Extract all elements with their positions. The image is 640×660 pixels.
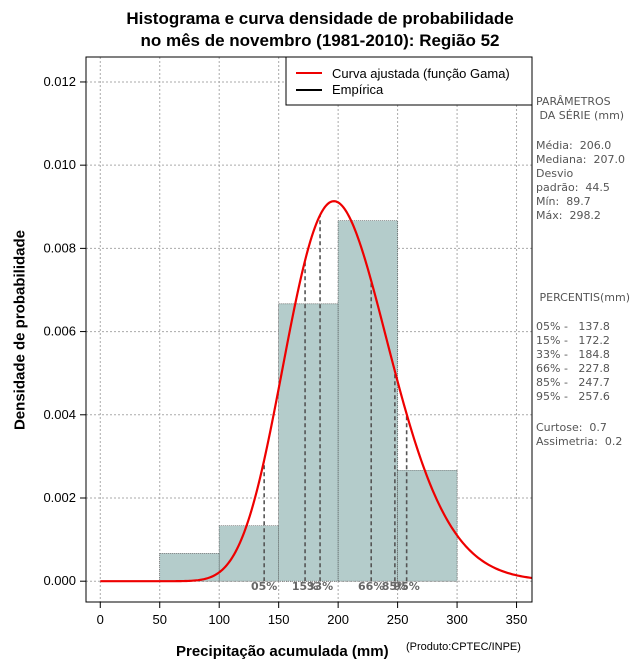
- y-tick-label: 0.012: [43, 74, 76, 89]
- percentile-lines: 05% 15%33% 66%85%95%: [251, 215, 420, 593]
- y-tick-label: 0.002: [43, 490, 76, 505]
- percentile-label: 66%: [358, 580, 384, 593]
- stats-line-5: Mín: 89.7: [536, 195, 591, 208]
- x-tick-label: 250: [387, 612, 409, 627]
- product-credit: (Produto:CPTEC/INPE): [406, 641, 521, 653]
- stats-header2: DA SÉRIE (mm): [536, 109, 625, 122]
- histogram-bar: [278, 303, 339, 582]
- stats-line-2: Mediana: 207.0: [536, 153, 625, 166]
- histogram-bar: [337, 220, 398, 582]
- percentile-label: 85%: [382, 580, 408, 593]
- stats-line-4: padrão: 44.5: [536, 181, 610, 194]
- x-tick-label: 100: [208, 612, 230, 627]
- percentis-line-3: 33% - 184.8: [536, 348, 610, 361]
- x-axis-label: Precipitação acumulada (mm): [176, 643, 389, 660]
- assimetria-value: Assimetria: 0.2: [536, 435, 623, 448]
- y-tick-label: 0.010: [43, 157, 76, 172]
- y-tick-label: 0.008: [43, 240, 76, 255]
- y-tick-label: 0.006: [43, 324, 76, 339]
- legend: Curva ajustada (função Gama) Empírica: [285, 56, 533, 106]
- percentis-line-6: 95% - 257.6: [536, 390, 610, 403]
- legend-label-curve: Curva ajustada (função Gama): [332, 66, 510, 81]
- y-tick-label: 0.004: [43, 407, 76, 422]
- stats-line-1: Média: 206.0: [536, 139, 612, 152]
- percentis-line-1: 05% - 137.8: [536, 320, 610, 333]
- gamma-curve-group: [100, 200, 533, 583]
- chart-title-line1: Histograma e curva densidade de probabil…: [126, 9, 514, 28]
- legend-label-empirical: Empírica: [332, 82, 384, 97]
- legend-box: [285, 56, 533, 106]
- x-tick-label: 300: [446, 612, 468, 627]
- axes: 0 50 100 150 200 250 300 350 0.000 0.002 0.004 0.00…: [43, 74, 527, 627]
- x-tick-label: 0: [97, 612, 104, 627]
- histogram-bar: [218, 525, 279, 582]
- percentile-label: 33%: [307, 580, 333, 593]
- percentis-line-4: 66% - 227.8: [536, 362, 610, 375]
- chart-title-line2: no mês de novembro (1981-2010): Região 5…: [140, 31, 500, 50]
- y-axis-label: Densidade de probabilidade: [11, 229, 29, 431]
- gamma-fit-curve: [100, 200, 533, 583]
- x-tick-label: 150: [268, 612, 290, 627]
- percentile-label: 05%: [251, 580, 277, 593]
- x-tick-label: 200: [327, 612, 349, 627]
- y-tick-label: 0.000: [43, 573, 76, 588]
- curtose-value: Curtose: 0.7: [536, 421, 607, 434]
- percentis-header: PERCENTIS(mm): [536, 291, 630, 304]
- stats-line-6: Máx: 298.2: [536, 209, 601, 222]
- bars: [159, 220, 458, 582]
- percentile-label: 15%: [292, 580, 318, 593]
- histogram-bar: [397, 469, 458, 582]
- percentile-label: 95%: [393, 580, 419, 593]
- x-tick-label: 50: [153, 612, 167, 627]
- x-tick-label: 350: [506, 612, 528, 627]
- percentis-line-2: 15% - 172.2: [536, 334, 610, 347]
- stats-header1: PARÂMETROS: [536, 95, 611, 108]
- stats-line-3: Desvio: [536, 167, 574, 180]
- percentis-line-5: 85% - 247.7: [536, 376, 610, 389]
